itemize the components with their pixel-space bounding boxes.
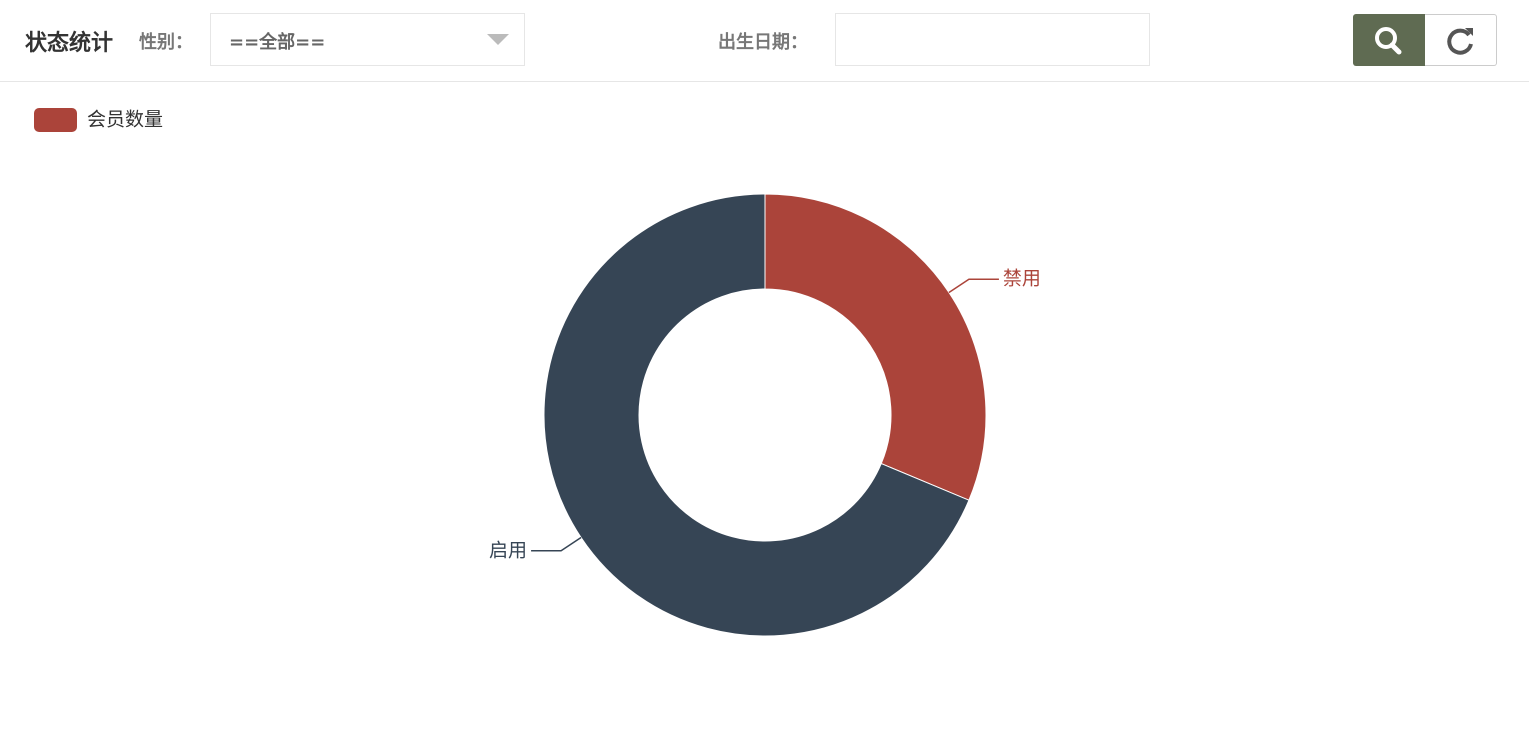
birth-input[interactable] xyxy=(835,13,1150,66)
search-icon xyxy=(1375,27,1402,55)
birth-label: 出生日期： xyxy=(718,32,808,53)
reset-button[interactable] xyxy=(1425,14,1497,66)
label-line xyxy=(948,278,999,294)
gender-select[interactable]: ==全部== xyxy=(210,13,525,66)
refresh-icon xyxy=(1447,28,1473,55)
label-line xyxy=(531,536,582,552)
gender-value: ==全部== xyxy=(229,32,326,53)
slice-label: 启用 xyxy=(489,539,527,561)
slice xyxy=(764,193,987,501)
slice-label: 禁用 xyxy=(1003,268,1041,290)
dropdown-arrow xyxy=(487,34,509,45)
slice xyxy=(543,193,970,637)
legend-swatch xyxy=(34,108,77,132)
gender-label: 性别： xyxy=(139,32,193,53)
page-title: 状态统计 xyxy=(25,31,114,56)
legend-label[interactable]: 会员数量 xyxy=(87,109,163,131)
search-button[interactable] xyxy=(1353,14,1425,66)
toolbar: 状态统计 性别： ==全部== 出生日期： xyxy=(0,0,1529,82)
